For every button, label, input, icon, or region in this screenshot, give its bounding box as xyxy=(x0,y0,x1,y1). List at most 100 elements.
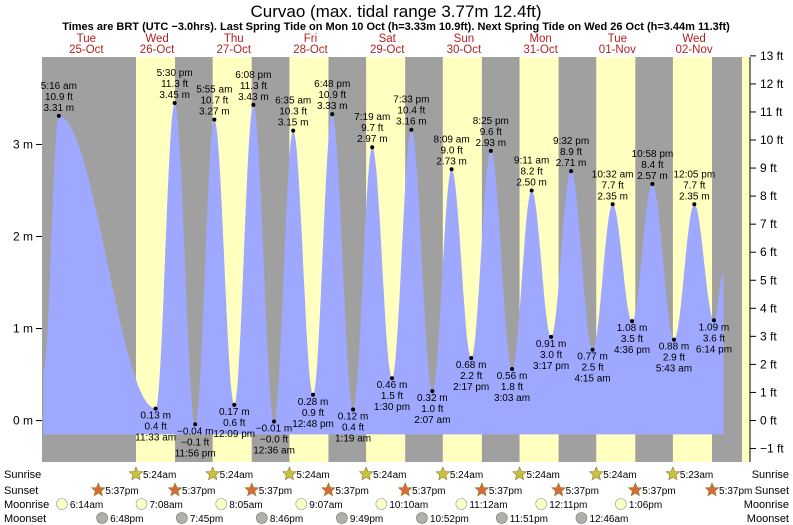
low-tide-label: −0.0 ft xyxy=(260,435,288,446)
high-tide-label: 9.0 ft xyxy=(440,145,462,156)
high-tide-label: 6:48 pm xyxy=(314,79,350,90)
high-tide-point xyxy=(330,112,335,117)
high-tide-label: 12:05 pm xyxy=(673,169,715,180)
sunset-time: 5:37pm xyxy=(182,486,215,497)
moonrise-time: 6:14am xyxy=(70,500,103,511)
low-tide-label: 11:56 pm xyxy=(175,448,216,459)
astronomy-rows: Sunrise Sunset Moonrise Moonset Sunrise … xyxy=(4,466,789,525)
y-tick-label-ft: 6 ft xyxy=(760,245,777,259)
low-tide-label: 2.5 ft xyxy=(581,363,603,374)
moonset-row-label-right: Moonset xyxy=(747,513,789,525)
sunset-time: 5:37pm xyxy=(642,486,675,497)
low-tide-point xyxy=(711,318,716,323)
moonrise-icon xyxy=(215,498,228,510)
sunrise-time: 5:24am xyxy=(373,470,406,481)
high-tide-point xyxy=(569,169,574,174)
sunrise-time: 5:24am xyxy=(220,470,253,481)
moonset-time: 7:45pm xyxy=(190,514,223,525)
high-tide-label: 5:55 am xyxy=(196,85,232,96)
moonset-time: 10:52pm xyxy=(430,514,469,525)
sunset-icon xyxy=(167,482,183,497)
sunset-time: 5:37pm xyxy=(335,486,368,497)
low-tide-label: 0.17 m xyxy=(219,407,250,418)
high-tide-label: 10.9 ft xyxy=(45,92,73,103)
high-tide-point xyxy=(291,128,296,133)
sunset-icon xyxy=(474,482,490,497)
low-tide-label: 3:17 pm xyxy=(533,361,569,372)
moonrise-icon xyxy=(295,498,308,510)
low-tide-label: 3:03 am xyxy=(494,393,530,404)
high-tide-label: 8:25 pm xyxy=(473,116,509,127)
moonset-icon xyxy=(575,512,588,524)
low-tide-label: 0.9 ft xyxy=(302,408,324,419)
low-tide-label: 1:30 pm xyxy=(374,402,410,413)
sunset-icon xyxy=(551,482,567,497)
high-tide-label: 2.35 m xyxy=(597,191,628,202)
high-tide-label: 6:35 am xyxy=(275,96,311,107)
sunrise-row-label-left: Sunrise xyxy=(4,469,41,481)
sunrise-time: 5:24am xyxy=(603,470,636,481)
day-of-week-label: Sun xyxy=(454,33,474,45)
low-tide-label: 0.56 m xyxy=(497,371,528,382)
low-tide-point xyxy=(351,407,356,412)
low-tide-point xyxy=(232,402,237,407)
date-label: 30-Oct xyxy=(447,44,482,56)
low-tide-label: 0.4 ft xyxy=(145,422,167,433)
y-tick-label-ft: 12 ft xyxy=(760,77,784,91)
low-tide-label: 0.77 m xyxy=(577,352,608,363)
moonrise-time: 7:08am xyxy=(150,500,183,511)
high-tide-label: 3.43 m xyxy=(238,92,269,103)
moonset-row-label-left: Moonset xyxy=(4,513,46,525)
low-tide-label: 0.12 m xyxy=(338,412,369,423)
sunrise-time: 5:24am xyxy=(450,470,483,481)
high-tide-label: 9.7 ft xyxy=(361,123,383,134)
high-tide-label: 7:33 pm xyxy=(393,95,429,106)
low-tide-label: 11:33 am xyxy=(135,433,176,444)
high-tide-label: 10.7 ft xyxy=(200,96,228,107)
moonset-icon xyxy=(96,512,108,524)
sunrise-time: 5:24am xyxy=(296,470,329,481)
y-tick-label-ft: 4 ft xyxy=(760,301,777,315)
low-tide-point xyxy=(153,406,158,411)
moonset-icon xyxy=(336,512,348,524)
sunset-icon xyxy=(397,482,413,497)
low-tide-label: 2.2 ft xyxy=(460,371,482,382)
sunrise-time: 5:24am xyxy=(527,470,560,481)
low-tide-label: 6:14 pm xyxy=(696,344,732,355)
low-tide-label: −0.04 m xyxy=(177,426,213,437)
low-tide-label: 1:19 am xyxy=(335,434,371,445)
high-tide-label: 11.3 ft xyxy=(240,81,267,92)
y-tick-label-m: 0 m xyxy=(13,414,33,428)
date-label: 27-Oct xyxy=(217,44,252,56)
low-tide-label: 12:36 am xyxy=(253,446,295,457)
low-tide-label: 12:09 pm xyxy=(213,429,255,440)
sunrise-icon xyxy=(512,466,527,481)
low-tide-label: 0.88 m xyxy=(659,342,690,353)
low-tide-point xyxy=(590,347,595,352)
high-tide-label: 2.50 m xyxy=(516,177,547,188)
moonrise-time: 10:10am xyxy=(389,500,428,511)
low-tide-point xyxy=(390,376,394,381)
moonrise-time: 11:12am xyxy=(469,500,507,511)
high-tide-label: 2.71 m xyxy=(556,158,587,169)
day-of-week-label: Sat xyxy=(379,33,397,45)
y-tick-label-ft: 10 ft xyxy=(760,133,784,147)
sunset-time: 5:37pm xyxy=(412,486,445,497)
moonrise-icon xyxy=(615,498,627,510)
high-tide-label: 7:19 am xyxy=(354,112,390,123)
high-tide-label: 2.73 m xyxy=(436,156,467,167)
low-tide-label: 3.0 ft xyxy=(540,350,562,361)
high-tide-point xyxy=(370,145,375,150)
moonrise-time: 8:05am xyxy=(229,500,262,511)
moonrise-time: 12:11pm xyxy=(549,500,587,511)
moonrise-time: 9:07am xyxy=(309,500,342,511)
sunrise-icon xyxy=(665,466,681,481)
low-tide-label: 0.28 m xyxy=(298,397,329,408)
y-tick-label-ft: 11 ft xyxy=(760,105,783,119)
day-of-week-label: Wed xyxy=(145,33,168,45)
sunset-icon xyxy=(704,482,720,497)
high-tide-label: 2.93 m xyxy=(476,138,507,149)
y-tick-label-ft: 8 ft xyxy=(760,189,777,203)
high-tide-point xyxy=(172,101,177,106)
date-label: 25-Oct xyxy=(69,44,104,56)
